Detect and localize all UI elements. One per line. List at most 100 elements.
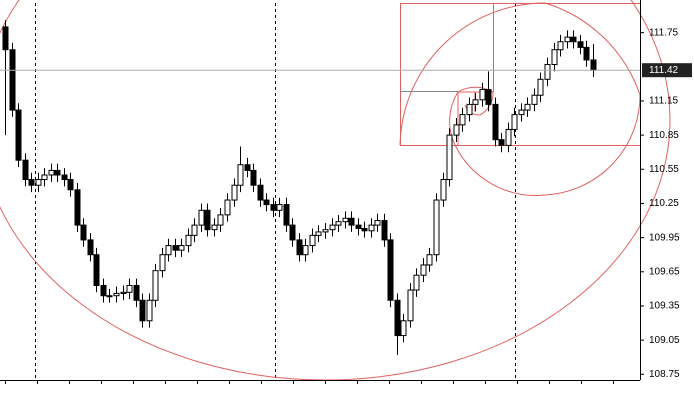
candle-body [492,103,499,141]
candle-body [244,164,251,171]
candle-body [191,224,198,236]
candle-body [400,320,407,337]
candle-body [87,239,94,256]
candle-body [368,224,375,232]
y-tick-label: 110.25 [649,198,679,209]
candle-body [152,270,159,301]
period-separators [35,3,516,380]
candle-body [537,78,544,96]
candle-body [590,59,597,71]
candle-body [583,46,590,61]
candle-body [120,291,127,294]
candle-body [485,89,492,105]
candle-body [172,245,179,251]
candle-body [211,224,218,231]
candle-body [446,134,453,181]
candle-body [2,26,9,51]
candle-body [355,224,362,230]
candle-body [74,189,81,226]
candle-body [231,184,238,201]
candle-body [564,36,571,43]
candle-body [15,109,22,161]
candle-body [126,284,133,293]
candle-body [133,284,140,301]
candle-body [250,169,257,186]
candle-body [577,41,584,48]
candle-body [544,64,551,80]
fibonacci-gray [400,3,494,92]
y-tick-label: 111.15 [649,96,679,107]
candle-body [348,217,355,226]
candle-body [185,234,192,247]
candle-body [394,299,401,337]
candle-body [289,224,296,241]
candle-body [413,274,420,291]
candle-body [518,109,525,116]
candle-body [361,228,368,232]
candle-body [459,114,466,126]
candle-body [217,214,224,226]
candle-body [283,204,290,226]
candle-body [93,254,100,286]
candle-body [139,299,146,322]
candle-body [41,174,48,181]
candle-body [570,36,577,43]
y-tick-label: 111.75 [649,27,679,38]
y-tick-label: 109.95 [649,232,680,243]
candle-body [296,239,303,256]
candle-body [237,164,244,186]
candle-body [80,224,87,241]
candle-body [67,179,74,191]
candle-body [224,199,231,216]
candle-body [270,204,277,211]
candle-body [479,89,486,101]
candle-body [302,245,309,256]
candle-body [557,41,564,51]
candle-body [257,184,264,201]
candle-body [440,179,447,201]
candle-body [159,254,166,272]
candle-body [342,217,349,223]
y-tick-label: 109.35 [649,301,680,312]
y-tick-label: 110.55 [649,164,679,175]
candle-body [420,264,427,276]
candle-body [22,159,29,181]
candle-body [263,199,270,206]
candle-body [165,245,172,256]
y-tick-label: 110.85 [649,130,679,141]
candle-body [426,254,433,266]
candle-body [472,99,479,105]
candle-body [315,231,322,236]
candle-body [276,204,283,211]
candle-body [100,284,107,297]
candle-body [28,179,35,186]
y-tick-label: 109.05 [649,335,680,346]
candle-body [511,114,518,130]
candle-body [387,239,394,301]
candle-body [113,292,120,297]
y-tick-label: 109.65 [649,266,680,277]
candle-body [198,209,205,226]
candle-body [531,94,538,105]
candle-body [551,49,558,66]
candle-body [505,128,512,146]
candle-body [466,103,473,116]
candle-body [204,209,211,231]
candle-body [309,234,316,247]
candle-body [498,139,505,146]
candle-body [335,221,342,226]
current-price-label: 111.42 [649,65,679,76]
y-tick-label: 108.75 [649,369,680,380]
candle-body [374,220,381,226]
candle-body [524,103,531,111]
candle-body [178,245,185,251]
candle-body [453,124,460,136]
candle-body [322,229,329,233]
candle-body [9,49,16,111]
candle-body [48,169,55,176]
candle-body [106,295,113,298]
candle-body [381,220,388,241]
candle-body [329,224,336,231]
